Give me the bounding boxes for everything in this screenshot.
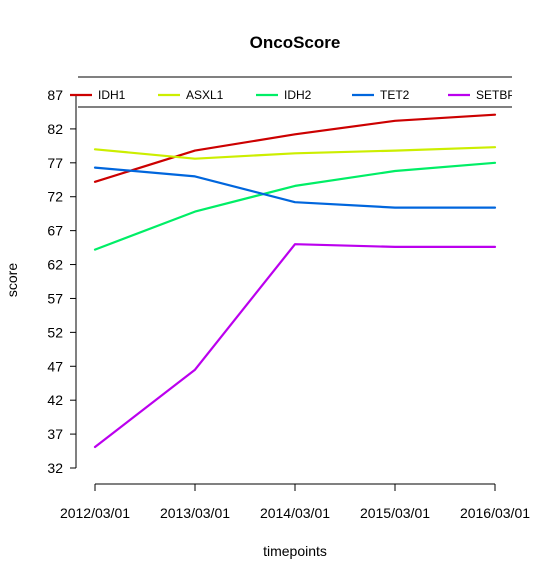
legend-label: IDH1 [98, 88, 126, 102]
y-tick-label: 37 [47, 426, 63, 442]
x-tick-label: 2016/03/01 [460, 505, 530, 521]
series-line-idh1 [93, 113, 497, 183]
y-tick-label: 77 [47, 155, 63, 171]
series-lines [93, 113, 497, 449]
x-axis: 2012/03/01 2013/03/01 2014/03/01 2015/03/01… [60, 483, 530, 521]
series-line-setbp1 [93, 243, 497, 449]
y-tick-label: 82 [47, 121, 63, 137]
y-axis-label: score [4, 263, 20, 297]
y-tick-label: 67 [47, 223, 63, 239]
series-line-tet2 [93, 166, 497, 209]
x-tick-label: 2013/03/01 [160, 505, 230, 521]
legend-label: SETBP1 [476, 88, 522, 102]
y-axis: 32 37 42 47 52 57 62 67 72 77 82 87 [47, 87, 77, 476]
legend: IDH1 ASXL1 IDH2 TET2 SETBP1 [70, 76, 522, 108]
y-tick-label: 42 [47, 392, 63, 408]
y-tick-label: 32 [47, 460, 63, 476]
y-tick-label: 52 [47, 324, 63, 340]
x-tick-label: 2014/03/01 [260, 505, 330, 521]
y-tick-label: 87 [47, 87, 63, 103]
legend-label: ASXL1 [186, 88, 224, 102]
chart-title: OncoScore [250, 33, 341, 52]
x-tick-label: 2015/03/01 [360, 505, 430, 521]
x-axis-label: timepoints [263, 543, 327, 559]
y-tick-label: 72 [47, 189, 63, 205]
x-tick-label: 2012/03/01 [60, 505, 130, 521]
legend-label: IDH2 [284, 88, 312, 102]
y-tick-label: 47 [47, 358, 63, 374]
series-line-idh2 [93, 161, 497, 251]
series-line-asxl1 [93, 146, 497, 160]
y-tick-label: 57 [47, 290, 63, 306]
y-tick-label: 62 [47, 257, 63, 273]
legend-label: TET2 [380, 88, 410, 102]
